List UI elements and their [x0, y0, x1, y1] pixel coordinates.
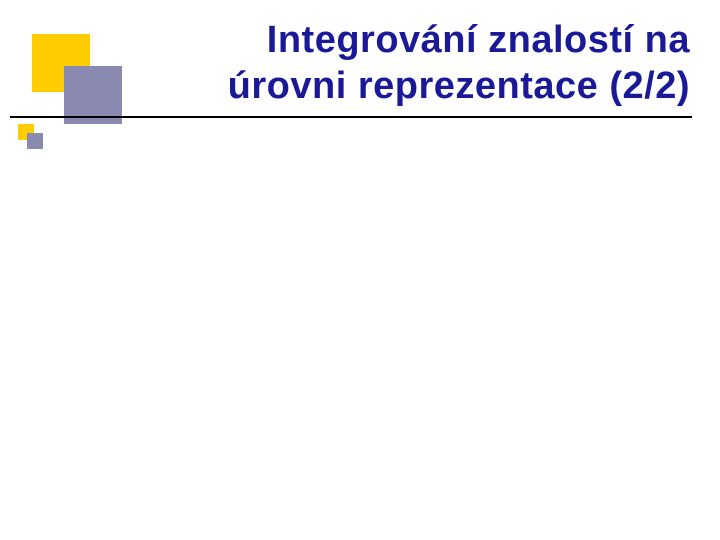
title-underline	[10, 116, 692, 118]
title-container: Integrování znalostí na úrovni reprezent…	[150, 18, 690, 109]
slide-title: Integrování znalostí na úrovni reprezent…	[150, 18, 690, 109]
title-line-2: úrovni reprezentace (2/2)	[228, 65, 690, 107]
slide: Integrování znalostí na úrovni reprezent…	[0, 0, 720, 540]
decor-square-small-purple	[27, 133, 43, 149]
title-line-1: Integrování znalostí na	[267, 19, 690, 61]
